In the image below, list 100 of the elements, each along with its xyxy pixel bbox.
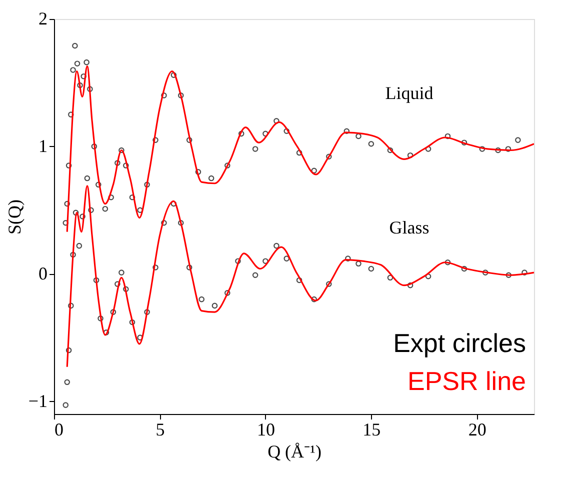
point [170, 200, 177, 207]
point [186, 137, 192, 143]
point [326, 281, 332, 287]
point [161, 92, 167, 98]
point [296, 150, 302, 156]
point [72, 210, 79, 216]
point [91, 144, 98, 150]
point [123, 286, 129, 292]
point [96, 182, 102, 188]
point [506, 272, 512, 278]
point [152, 137, 158, 143]
point [387, 274, 394, 281]
point [212, 302, 218, 309]
point [262, 130, 268, 137]
x-tick-label: 10 [256, 420, 275, 440]
point [88, 207, 94, 214]
line-series [66, 185, 534, 368]
point [344, 128, 350, 134]
y-tick-label: −1 [28, 390, 48, 411]
point [84, 175, 90, 182]
point [407, 152, 414, 158]
point [345, 256, 351, 262]
point [495, 147, 501, 154]
point [137, 334, 143, 340]
point [64, 379, 70, 386]
annotation: Liquid [385, 83, 434, 104]
point [368, 140, 374, 147]
point [252, 146, 258, 152]
y-tick-label: 1 [38, 136, 48, 156]
point [110, 309, 116, 315]
point [152, 264, 158, 270]
point [224, 162, 230, 168]
point [224, 290, 230, 296]
point [170, 72, 177, 78]
point [461, 266, 468, 272]
point [311, 168, 317, 174]
point [68, 302, 74, 309]
point [284, 256, 290, 262]
text: Expt circles [393, 328, 526, 358]
x-axis-title: Q (Å⁻¹) [268, 442, 322, 462]
point [444, 259, 451, 266]
point [407, 282, 414, 288]
point [129, 319, 136, 326]
point [137, 207, 143, 214]
point [77, 82, 83, 88]
point [102, 206, 108, 212]
point [296, 277, 302, 284]
point [66, 162, 72, 168]
point [144, 182, 150, 188]
point [461, 140, 468, 146]
point [274, 118, 280, 124]
point [129, 194, 136, 200]
point [64, 200, 70, 207]
point [161, 220, 167, 226]
point [482, 270, 488, 276]
point [262, 258, 268, 264]
point [198, 296, 204, 302]
point [356, 133, 362, 140]
point [114, 160, 120, 166]
point [284, 128, 290, 134]
point [80, 73, 86, 80]
point [356, 260, 362, 267]
point [178, 92, 184, 98]
point [479, 146, 486, 152]
point [515, 137, 521, 143]
point [118, 147, 124, 154]
y-axis-title: S(Q) [4, 199, 24, 234]
point [252, 272, 258, 278]
point [387, 147, 394, 154]
x-tick-label: 0 [54, 420, 64, 440]
x-tick-label: 20 [468, 420, 486, 440]
point [522, 270, 528, 276]
point [114, 281, 120, 287]
point [84, 59, 90, 66]
point [66, 347, 72, 354]
line-series [66, 65, 534, 233]
point [68, 112, 74, 118]
point [311, 296, 317, 302]
point [178, 220, 184, 226]
point [62, 220, 69, 226]
point [62, 402, 69, 408]
point [208, 175, 214, 182]
x-tick-label: 5 [156, 420, 165, 440]
point [87, 86, 93, 92]
text: EPSR line [408, 366, 526, 396]
point [93, 277, 100, 284]
annotation: Glass [389, 217, 430, 238]
point [144, 309, 150, 315]
y-tick-label: 2 [38, 8, 48, 28]
x-tick-label: 15 [362, 420, 381, 440]
point [425, 146, 432, 152]
point [108, 194, 114, 200]
point [368, 266, 374, 272]
point [274, 242, 280, 249]
point [235, 258, 241, 264]
y-tick-label: 0 [38, 263, 48, 284]
point [238, 130, 244, 137]
point [118, 270, 124, 276]
point [80, 214, 86, 220]
point [98, 316, 104, 322]
